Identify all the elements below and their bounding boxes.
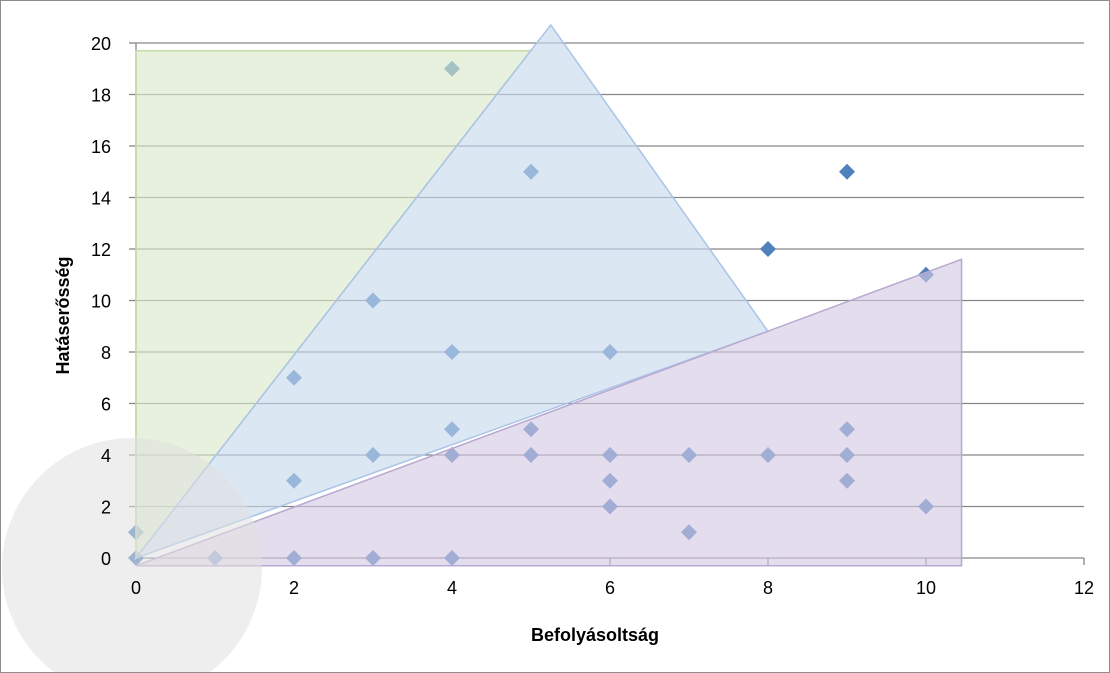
x-tick-label: 8 <box>763 578 773 598</box>
origin-highlight-circle <box>2 438 262 672</box>
x-tick-label: 6 <box>605 578 615 598</box>
x-tick-label: 2 <box>289 578 299 598</box>
x-tick-label: 4 <box>447 578 457 598</box>
x-tick-label: 12 <box>1074 578 1094 598</box>
y-tick-label: 12 <box>91 240 111 260</box>
y-tick-label: 6 <box>101 395 111 415</box>
x-tick-label: 0 <box>131 578 141 598</box>
y-tick-label: 14 <box>91 189 111 209</box>
y-tick-label: 20 <box>91 34 111 54</box>
y-tick-label: 18 <box>91 86 111 106</box>
y-axis-title: Hatáserősség <box>53 256 73 374</box>
y-tick-label: 0 <box>101 549 111 569</box>
data-point <box>760 241 776 257</box>
shaded-regions <box>133 23 963 567</box>
shaded-region <box>133 23 770 560</box>
x-tick-label: 10 <box>916 578 936 598</box>
y-tick-label: 2 <box>101 498 111 518</box>
y-tick-label: 10 <box>91 292 111 312</box>
x-axis-title: Befolyásoltság <box>531 625 659 645</box>
y-tick-label: 4 <box>101 446 111 466</box>
y-tick-label: 16 <box>91 137 111 157</box>
y-tick-label: 8 <box>101 343 111 363</box>
data-point <box>839 163 855 180</box>
shaded-region <box>135 258 963 567</box>
tick-labels: 0 2 4 6 8 10 12 0 2 4 6 8 10 12 14 16 18 20 <box>91 34 1094 598</box>
